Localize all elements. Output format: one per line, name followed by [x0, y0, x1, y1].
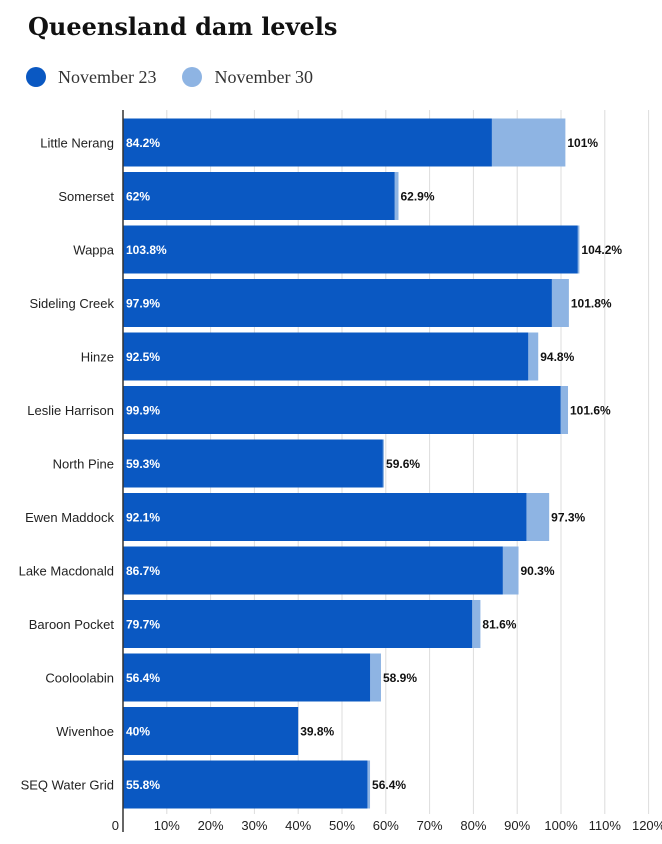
value-label-november-30-north-pine: 59.6%: [386, 457, 420, 471]
category-label-hinze: Hinze: [81, 350, 114, 365]
x-tick-label-110: 110%: [589, 818, 622, 833]
value-label-november-23-seq-water-grid: 55.8%: [126, 778, 160, 792]
category-label-wivenhoe: Wivenhoe: [56, 724, 114, 739]
value-label-november-23-lake-macdonald: 86.7%: [126, 564, 160, 578]
value-label-november-30-wappa: 104.2%: [581, 243, 622, 257]
value-label-november-23-hinze: 92.5%: [126, 350, 160, 364]
value-label-november-23-sideling-creek: 97.9%: [126, 297, 160, 311]
category-label-somerset: Somerset: [58, 189, 114, 204]
bar-november-23-hinze: [123, 332, 529, 381]
value-label-november-30-little-nerang: 101%: [567, 136, 598, 150]
category-label-seq-water-grid: SEQ Water Grid: [21, 778, 114, 793]
x-tick-label-10: 10%: [154, 818, 180, 833]
category-label-leslie-harrison: Leslie Harrison: [27, 403, 114, 418]
bar-november-23-cooloolabin: [123, 653, 371, 702]
category-label-lake-macdonald: Lake Macdonald: [19, 564, 114, 579]
bar-november-23-lake-macdonald: [123, 546, 503, 595]
value-label-november-30-baroon-pocket: 81.6%: [482, 618, 516, 632]
value-label-november-30-somerset: 62.9%: [401, 190, 435, 204]
bar-november-23-leslie-harrison: [123, 386, 561, 434]
legend: November 23 November 30: [26, 66, 339, 88]
x-tick-label-120: 120%: [632, 818, 662, 833]
value-label-november-23-wivenhoe: 40%: [126, 725, 150, 739]
value-label-november-23-leslie-harrison: 99.9%: [126, 404, 160, 418]
value-label-november-23-baroon-pocket: 79.7%: [126, 618, 160, 632]
bar-november-23-seq-water-grid: [123, 760, 368, 809]
category-label-sideling-creek: Sideling Creek: [29, 296, 114, 311]
x-tick-label-0: 0: [112, 818, 119, 833]
value-label-november-30-hinze: 94.8%: [540, 350, 574, 364]
value-label-november-30-seq-water-grid: 56.4%: [372, 778, 406, 792]
x-tick-label-50: 50%: [329, 818, 355, 833]
legend-label-november-23: November 23: [58, 66, 157, 87]
chart-title: Queensland dam levels: [28, 12, 338, 41]
x-tick-label-40: 40%: [285, 818, 311, 833]
value-label-november-23-ewen-maddock: 92.1%: [126, 511, 160, 525]
bar-november-23-sideling-creek: [123, 279, 552, 327]
bar-november-23-north-pine: [123, 439, 383, 488]
x-tick-label-20: 20%: [198, 818, 224, 833]
value-label-november-30-ewen-maddock: 97.3%: [551, 511, 585, 525]
bar-november-23-wappa: [123, 225, 578, 274]
value-label-november-30-cooloolabin: 58.9%: [383, 671, 417, 685]
value-label-november-30-sideling-creek: 101.8%: [571, 297, 612, 311]
legend-item-november-23: November 23: [26, 67, 156, 88]
legend-swatch-november-23: [26, 67, 46, 87]
value-label-november-23-north-pine: 59.3%: [126, 457, 160, 471]
value-label-november-23-cooloolabin: 56.4%: [126, 671, 160, 685]
x-tick-label-60: 60%: [373, 818, 399, 833]
x-tick-label-80: 80%: [460, 818, 486, 833]
x-tick-label-30: 30%: [241, 818, 267, 833]
legend-label-november-30: November 30: [214, 66, 313, 87]
bar-november-23-little-nerang: [123, 118, 492, 167]
value-label-november-30-leslie-harrison: 101.6%: [570, 404, 611, 418]
bar-november-23-ewen-maddock: [123, 493, 527, 541]
value-label-november-23-little-nerang: 84.2%: [126, 136, 160, 150]
bar-november-23-wivenhoe: [123, 707, 299, 755]
bar-november-23-baroon-pocket: [123, 600, 473, 648]
bar-november-23-somerset: [123, 172, 395, 220]
x-tick-label-70: 70%: [417, 818, 443, 833]
x-tick-label-90: 90%: [504, 818, 530, 833]
category-label-cooloolabin: Cooloolabin: [45, 671, 114, 686]
value-label-november-23-somerset: 62%: [126, 190, 150, 204]
value-label-november-23-wappa: 103.8%: [126, 243, 167, 257]
category-label-ewen-maddock: Ewen Maddock: [25, 510, 114, 525]
legend-item-november-30: November 30: [182, 66, 313, 88]
x-tick-label-100: 100%: [544, 818, 578, 833]
value-label-november-30-wivenhoe: 39.8%: [300, 725, 334, 739]
category-label-wappa: Wappa: [73, 243, 114, 258]
category-label-little-nerang: Little Nerang: [40, 136, 114, 151]
category-label-baroon-pocket: Baroon Pocket: [29, 617, 115, 632]
value-label-november-30-lake-macdonald: 90.3%: [521, 564, 555, 578]
category-label-north-pine: North Pine: [53, 457, 114, 472]
legend-swatch-november-30: [182, 67, 203, 87]
